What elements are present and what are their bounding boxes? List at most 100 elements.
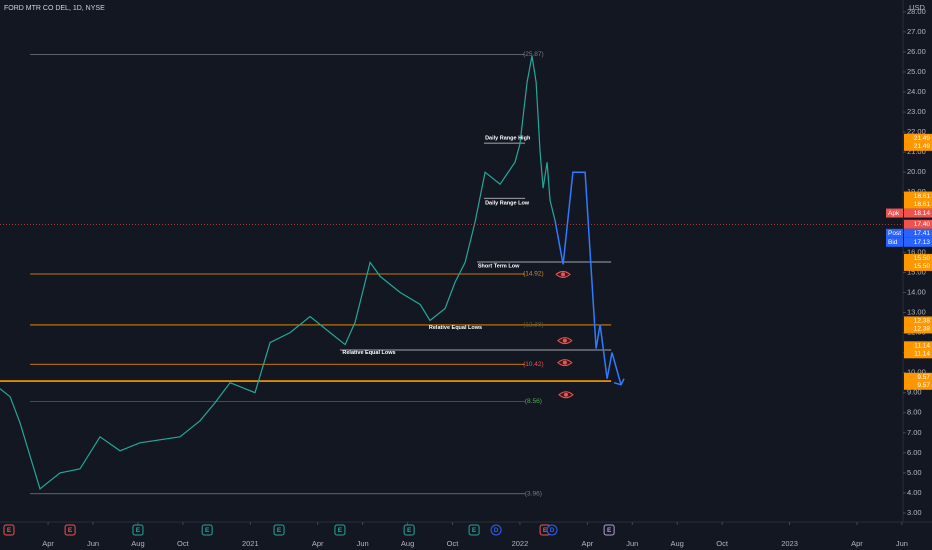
- level-label: (3.96): [525, 490, 542, 497]
- level-label: (25.87): [523, 51, 544, 58]
- event-box: [334, 524, 346, 536]
- price-badge-text: 18.14: [914, 210, 931, 217]
- event-label: E: [205, 527, 210, 534]
- y-tick-label: 9.00: [907, 388, 922, 397]
- x-tick-label: Jun: [357, 539, 369, 548]
- event-label: E: [607, 527, 612, 534]
- price-badge: [904, 208, 932, 218]
- price-badge-text: 21.49: [914, 143, 931, 150]
- currency: USD: [909, 3, 925, 12]
- price-badge-text: 12.38: [914, 326, 931, 333]
- alert-pupil: [561, 272, 566, 277]
- price-badge-text: 9.57: [917, 382, 930, 389]
- level-label: (12.38): [523, 322, 544, 329]
- x-tick-label: Aug: [401, 539, 414, 548]
- y-tick-label: 13.00: [907, 308, 926, 317]
- annotation: Daily Range Low: [485, 201, 530, 207]
- price-badge: [904, 237, 932, 247]
- annotation: Daily Range High: [485, 136, 531, 142]
- badge-tag-text: Bid: [888, 239, 898, 246]
- x-tick-label: Oct: [447, 539, 460, 548]
- x-tick-label: Jun: [87, 539, 99, 548]
- x-tick-label: Apr: [581, 539, 593, 548]
- event-label: E: [136, 527, 141, 534]
- event-box: [273, 524, 285, 536]
- price-line: [0, 55, 556, 490]
- event-box: [132, 524, 144, 536]
- x-tick-label: 2023: [781, 539, 798, 548]
- x-tick-label: Apr: [851, 539, 863, 548]
- annotation: Relative Equal Lows: [342, 350, 395, 356]
- badge-tag-text: Post: [888, 230, 901, 237]
- y-tick-label: 8.00: [907, 408, 922, 417]
- price-badge-text: 15.50: [914, 255, 931, 262]
- x-tick-label: Aug: [671, 539, 684, 548]
- event-box: [490, 524, 502, 536]
- badge-tag: [886, 208, 903, 218]
- y-tick-label: 14.00: [907, 287, 926, 296]
- y-tick-label: 3.00: [907, 508, 922, 517]
- y-tick-label: 20.00: [907, 167, 926, 176]
- alert-icon: [555, 270, 571, 278]
- y-tick-label: 27.00: [907, 27, 926, 36]
- event-box: [468, 524, 480, 536]
- event-label: E: [68, 527, 73, 534]
- x-tick-label: Jun: [896, 539, 908, 548]
- level-label: (10.42): [523, 361, 544, 368]
- event-label: D: [494, 527, 499, 534]
- price-badge-text: 9.57: [917, 374, 930, 381]
- event-box: [403, 524, 415, 536]
- x-tick-label: Apr: [42, 539, 54, 548]
- price-badge-text: 18.61: [914, 201, 931, 208]
- price-badge-text: 15.50: [914, 263, 931, 270]
- event-label: E: [338, 527, 343, 534]
- y-tick-label: 5.00: [907, 468, 922, 477]
- badge-tag: [886, 237, 903, 247]
- annotation: Short Term Low: [478, 263, 520, 269]
- event-box: [546, 524, 558, 536]
- projection-arrowhead: [613, 378, 625, 386]
- badge-tag-text: Apk: [888, 210, 900, 217]
- alert-pupil: [562, 338, 567, 343]
- price-badge-text: 17.13: [914, 239, 931, 246]
- event-box: [3, 524, 15, 536]
- level-label: (14.92): [523, 271, 544, 278]
- event-label: E: [7, 527, 12, 534]
- price-badge: [904, 191, 932, 209]
- price-badge-text: 12.38: [914, 318, 931, 325]
- y-tick-label: 7.00: [907, 428, 922, 437]
- x-tick-label: 2022: [512, 539, 529, 548]
- y-tick-label: 4.00: [907, 488, 922, 497]
- y-tick-label: 16.00: [907, 247, 926, 256]
- x-tick-label: Oct: [177, 539, 190, 548]
- price-badge: [904, 316, 932, 334]
- y-tick-label: 6.00: [907, 448, 922, 457]
- event-box: [603, 524, 615, 536]
- y-tick-label: 25.00: [907, 67, 926, 76]
- y-tick-label: 22.00: [907, 127, 926, 136]
- x-tick-label: Oct: [716, 539, 729, 548]
- level-label: (8.56): [525, 398, 542, 405]
- price-badge-text: 17.40: [914, 221, 931, 228]
- event-label: E: [277, 527, 282, 534]
- y-tick-label: 21.00: [907, 147, 926, 156]
- price-badge: [904, 219, 932, 229]
- x-tick-label: Aug: [131, 539, 144, 548]
- event-label: E: [407, 527, 412, 534]
- price-badge: [904, 228, 932, 238]
- annotation: Relative Equal Lows: [429, 325, 482, 331]
- alert-pupil: [563, 392, 568, 397]
- price-badge-text: 21.49: [914, 135, 931, 142]
- y-tick-label: 24.00: [907, 87, 926, 96]
- event-label: E: [472, 527, 477, 534]
- price-badge-text: 18.61: [914, 193, 931, 200]
- symbol-title: FORD MTR CO DEL, 1D, NYSE: [4, 5, 105, 12]
- x-tick-label: Apr: [312, 539, 324, 548]
- projection-line: [554, 171, 622, 385]
- alert-icon: [557, 337, 573, 345]
- y-tick-label: 10.00: [907, 368, 926, 377]
- price-badge: [904, 372, 932, 390]
- price-badge: [904, 133, 932, 151]
